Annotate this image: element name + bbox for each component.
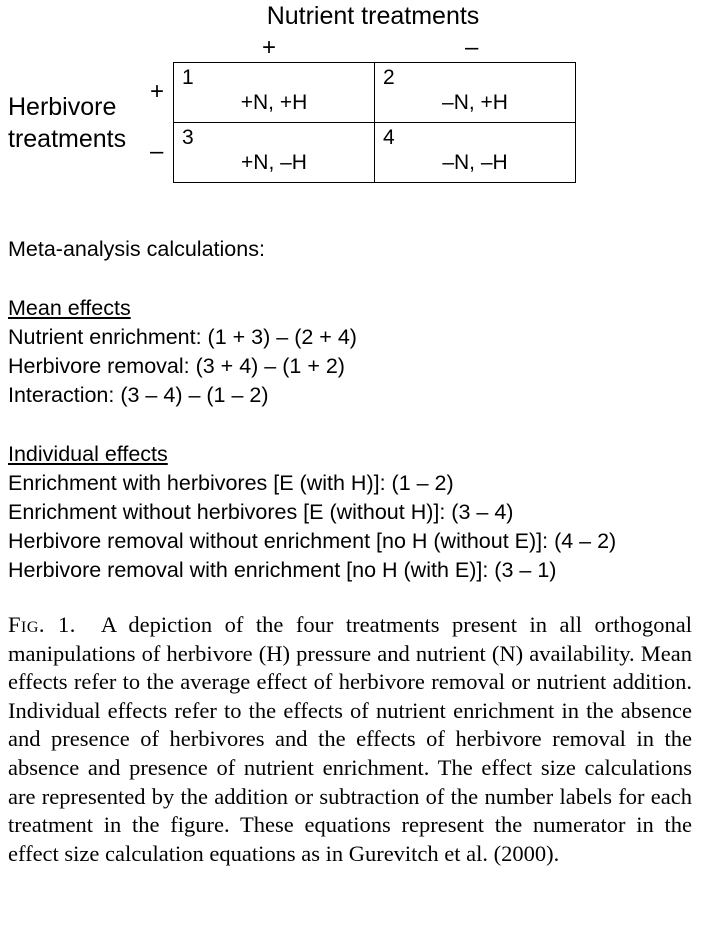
calculations-heading: Meta-analysis calculations: [8, 237, 265, 261]
treatment-grid: 1 +N, +H 2 –N, +H 3 +N, –H 4 –N, –H [173, 62, 576, 183]
caption-text: A depiction of the four treatments prese… [8, 612, 693, 866]
cell-number: 3 [182, 126, 194, 149]
mean-effect-item: Herbivore removal: (3 + 4) – (1 + 2) [8, 354, 345, 378]
figure-label: Fig. 1. [8, 612, 76, 637]
figure-caption: Fig. 1. A depiction of the four treatmen… [8, 611, 692, 868]
mean-effects-heading: Mean effects [8, 296, 131, 320]
individual-effects-heading: Individual effects [8, 442, 168, 466]
herbivore-header-line2: treatments [8, 125, 127, 153]
nutrient-treatments-header: Nutrient treatments [266, 2, 480, 30]
individual-effect-item: Herbivore removal with enrichment [no H … [8, 558, 557, 582]
mean-effect-item: Interaction: (3 – 4) – (1 – 2) [8, 383, 269, 407]
individual-effect-item: Herbivore removal without enrichment [no… [8, 529, 617, 553]
treatment-cell-2: 2 –N, +H [374, 62, 576, 123]
treatment-cell-3: 3 +N, –H [173, 122, 375, 183]
cell-label: –N, +H [442, 91, 508, 114]
grid-row-herbivore-removed: 3 +N, –H 4 –N, –H [173, 122, 576, 183]
nutrient-minus-sign: – [465, 34, 479, 61]
herbivore-header-line1: Herbivore [8, 93, 117, 121]
treatment-cell-4: 4 –N, –H [374, 122, 576, 183]
cell-number: 2 [383, 66, 395, 89]
mean-effect-item: Nutrient enrichment: (1 + 3) – (2 + 4) [8, 325, 357, 349]
cell-label: +N, –H [241, 151, 307, 174]
cell-label: +N, +H [240, 91, 308, 114]
herbivore-plus-sign: + [150, 78, 165, 105]
herbivore-treatments-header: Herbivore treatments [8, 91, 126, 155]
individual-effect-item: Enrichment with herbivores [E (with H)]:… [8, 471, 454, 495]
individual-effect-item: Enrichment without herbivores [E (withou… [8, 500, 514, 524]
treatment-cell-1: 1 +N, +H [173, 62, 375, 123]
grid-row-herbivore-present: 1 +N, +H 2 –N, +H [173, 62, 576, 123]
cell-label: –N, –H [442, 151, 508, 174]
cell-number: 4 [383, 126, 395, 149]
nutrient-plus-sign: + [262, 34, 277, 61]
cell-number: 1 [182, 66, 194, 89]
herbivore-minus-sign: – [150, 138, 164, 165]
